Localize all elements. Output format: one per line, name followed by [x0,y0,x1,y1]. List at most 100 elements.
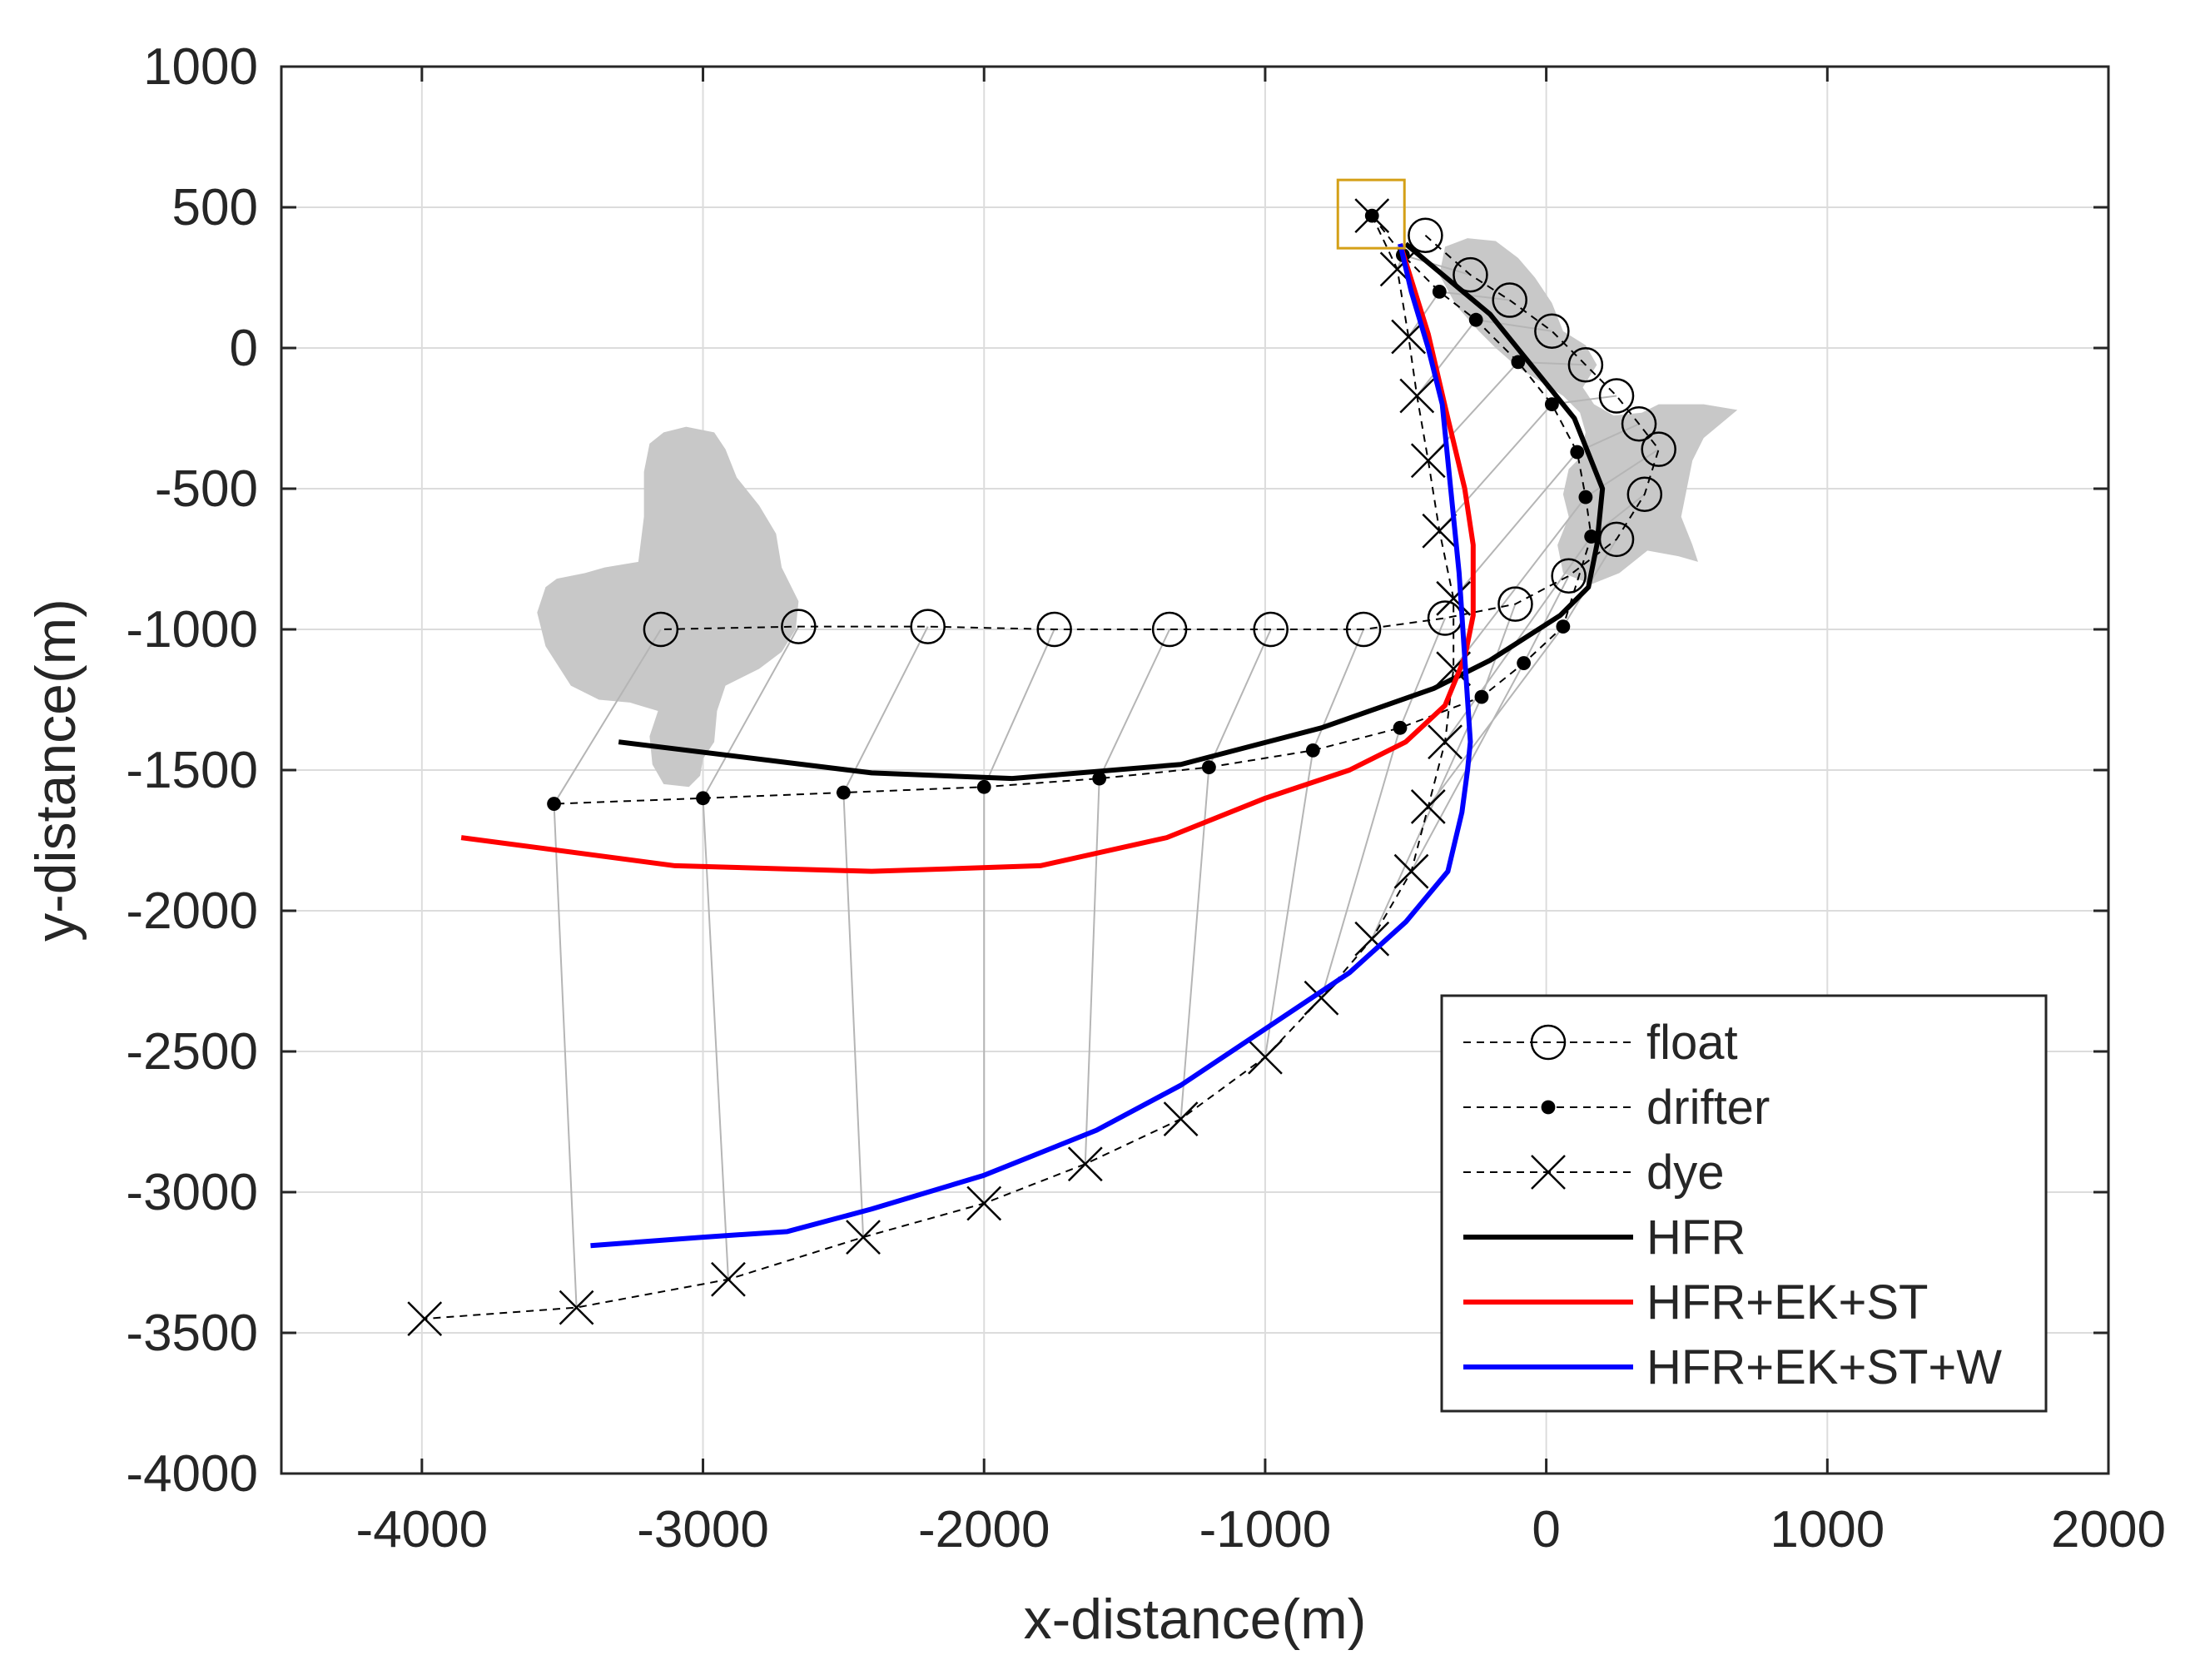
marker-circle [1492,282,1527,318]
marker-dot [1092,771,1107,786]
legend-label: HFR+EK+ST [1646,1275,1928,1330]
series-hfr-ek-st-w [590,243,1473,1249]
legend-entry: dye [1463,1146,1725,1200]
marker-x [1354,198,1390,234]
marker-circle [1036,611,1072,648]
series-hfr-ek-st [460,243,1476,874]
x-tick-label: -4000 [356,1501,489,1558]
x-tick-label: 1000 [1770,1501,1885,1558]
marker-circle [1567,347,1604,383]
series-line [590,243,1473,1249]
marker-dot [1511,355,1526,370]
x-axis-label: x-distance(m) [1024,1588,1367,1651]
marker-x [559,1290,594,1325]
legend: float drifter dye HFR HFR+EK+ST HFR+EK+ST+W [1440,994,2048,1413]
marker-dot [1432,285,1447,299]
y-axis-label: y-distance(m) [24,599,87,942]
series-dye [407,198,1472,1336]
marker-dot [1468,312,1483,327]
marker-x [1163,1101,1199,1137]
series-line [618,241,1606,782]
marker-x [1410,443,1446,479]
marker-circle [1641,431,1676,467]
connector-line [1084,629,1171,1165]
connector-line [1371,604,1517,940]
y-tick-label: -500 [155,460,258,518]
marker-circle [1408,217,1443,254]
marker-circle [643,611,679,648]
x-tick-label: -2000 [918,1501,1050,1558]
release-point-layer [1336,178,1406,250]
legend-label: HFR [1646,1210,1746,1265]
legend-entry: HFR+EK+ST+W [1463,1340,2002,1394]
series-line [554,215,1592,805]
x-tick-label: -3000 [637,1501,769,1558]
marker-x [966,1185,1002,1221]
marker-dot [1517,656,1531,670]
marker-x [1428,724,1463,760]
legend-label: float [1646,1016,1738,1070]
y-tick-label: -3000 [126,1164,258,1221]
marker-circle [1151,611,1188,648]
marker-circle [1621,406,1657,442]
connector-line [553,629,662,1308]
connector-line [842,626,929,1238]
legend-entry: float [1463,1016,1738,1070]
y-tick-label: -2000 [126,882,258,940]
marker-dot [976,779,991,794]
y-tick-label: -1000 [126,601,258,659]
marker-dot [1544,397,1559,411]
marker-circle [1530,1024,1567,1061]
x-tick-label: -1000 [1199,1501,1332,1558]
y-tick-label: -3500 [126,1305,258,1362]
marker-dot [1584,529,1599,544]
marker-dot [1556,619,1571,634]
connector-line [983,629,1055,1204]
y-tick-label: 500 [172,179,258,236]
x-tick-label: 2000 [2051,1501,2166,1558]
marker-dot [696,791,710,806]
legend-box [1440,994,2048,1413]
marker-x [1422,513,1458,549]
marker-dot [1570,445,1585,460]
legend-entry: drifter [1463,1081,1770,1135]
connector-line [702,626,800,1280]
axis-ticks: -4000 -3000 -2000 -1000 0 1000 2000 1000 500 0 -50… [126,38,2166,1558]
marker-circle [781,609,817,644]
y-tick-label: -4000 [126,1445,258,1503]
marker-circle [910,609,946,644]
series-hfr [618,241,1606,782]
release-point-box [1336,178,1406,250]
series-layer [407,198,1676,1336]
connector-line [1179,629,1272,1120]
marker-dot [1305,743,1320,758]
marker-circle [1453,256,1488,293]
y-tick-label: -1500 [126,742,258,799]
y-tick-label: 0 [230,320,258,377]
marker-x [1067,1146,1103,1182]
y-tick-label: -2500 [126,1023,258,1081]
marker-dot [547,797,561,811]
marker-dot [1541,1100,1556,1115]
marker-circle [1253,611,1289,648]
marker-x [1436,580,1472,616]
marker-circle [1598,378,1635,414]
y-tick-label: 1000 [143,38,258,96]
legend-label: HFR+EK+ST+W [1646,1340,2002,1394]
marker-dot [1578,490,1593,504]
marker-circle [1345,611,1382,648]
marker-x [1399,378,1435,414]
marker-dot [1201,760,1216,775]
marker-x [1531,1155,1566,1190]
connector-line [1264,629,1365,1057]
marker-x [846,1220,881,1255]
marker-dot [1474,689,1489,704]
legend-label: dye [1646,1146,1725,1200]
marker-circle [1551,558,1587,594]
marker-circle [1534,313,1570,349]
series-line [460,243,1476,874]
shaded-region [537,426,799,788]
series-drifter [547,208,1599,811]
